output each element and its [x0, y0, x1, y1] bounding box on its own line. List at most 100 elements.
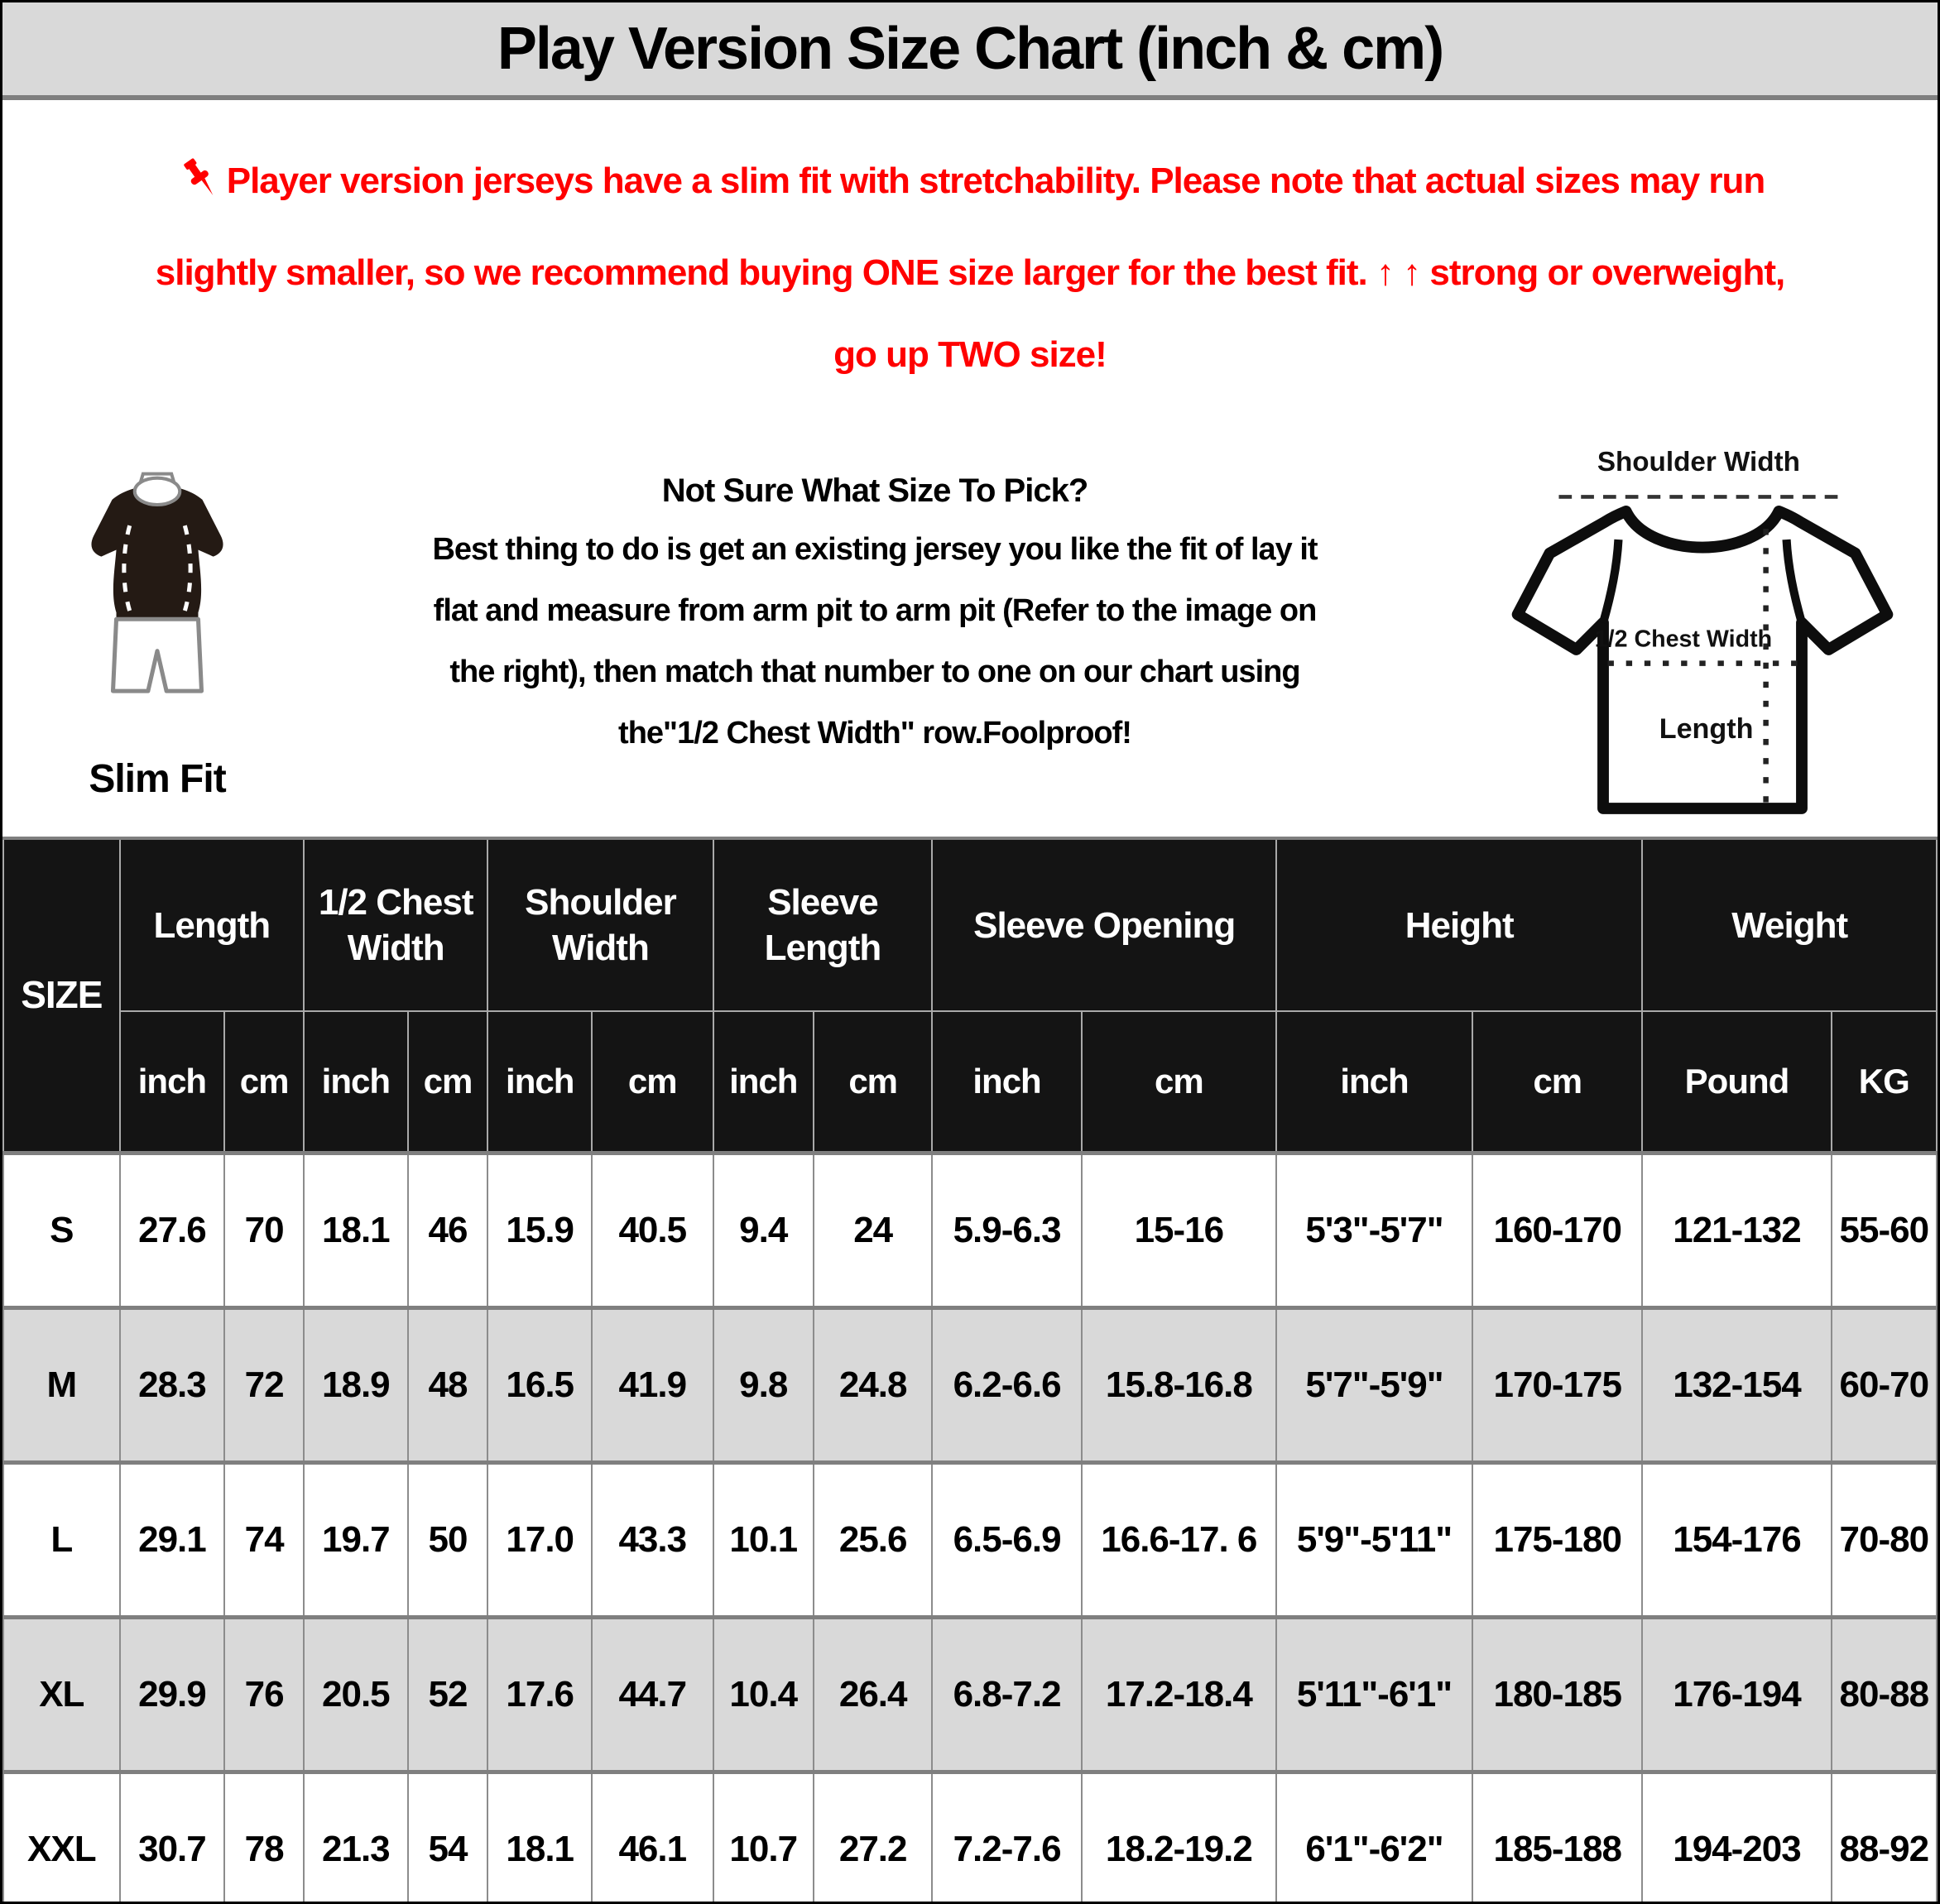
table-cell: 185-188: [1472, 1770, 1644, 1902]
table-cell: 26.4: [812, 1615, 934, 1772]
notice-section: Player version jerseys have a slim fit w…: [2, 100, 1938, 423]
size-cell: XL: [2, 1615, 121, 1772]
sub-header-sleeve-length-cm: cm: [812, 1010, 934, 1154]
table-cell: 48: [406, 1306, 489, 1463]
table-cell: 44.7: [591, 1615, 714, 1772]
table-cell: 10.1: [712, 1460, 814, 1618]
table-cell: 17.2-18.4: [1080, 1615, 1277, 1772]
table-cell: 10.4: [712, 1615, 814, 1772]
table-cell: 10.7: [712, 1770, 814, 1902]
guide-section: Slim Fit Not Sure What Size To Pick? Bes…: [2, 423, 1938, 837]
guide-line-3: the right), then match that number to on…: [449, 655, 1300, 689]
length-label: Length: [1659, 713, 1754, 745]
shoulder-width-label: Shoulder Width: [1597, 447, 1800, 477]
size-cell: S: [2, 1151, 121, 1308]
table-cell: 180-185: [1472, 1615, 1644, 1772]
table-cell: 5'3"-5'7": [1275, 1151, 1474, 1308]
table-row: L 29.1 74 19.7 50 17.0 43.3 10.1 25.6 6.5-6.9 16.6…: [2, 1460, 1938, 1618]
table-cell: 19.7: [303, 1460, 409, 1618]
sub-header-chest-cm: cm: [406, 1010, 489, 1154]
size-table: SIZE Length 1/2 Chest Width Shoulder Wid…: [2, 837, 1938, 1902]
measurement-diagram: Shoulder Width 1/2 Chest Width Length: [1504, 428, 1901, 832]
table-cell: 15-16: [1080, 1151, 1277, 1308]
table-cell: 20.5: [303, 1615, 409, 1772]
notice-line-1: Player version jerseys have a slim fit w…: [2, 155, 1938, 213]
sub-header-shoulder-cm: cm: [591, 1010, 714, 1154]
table-cell: 5.9-6.3: [931, 1151, 1083, 1308]
table-cell: 175-180: [1472, 1460, 1644, 1618]
group-header-sleeve-opening: Sleeve Opening: [931, 837, 1277, 1012]
table-cell: 194-203: [1641, 1770, 1832, 1902]
table-cell: 16.6-17. 6: [1080, 1460, 1277, 1618]
table-cell: 6.2-6.6: [931, 1306, 1083, 1463]
sub-header-sleeve-opening-cm: cm: [1080, 1010, 1277, 1154]
table-cell: 5'9"-5'11": [1275, 1460, 1474, 1618]
group-header-weight: Weight: [1641, 837, 1938, 1012]
page-title: Play Version Size Chart (inch & cm): [497, 16, 1444, 82]
table-row: XXL 30.7 78 21.3 54 18.1 46.1 10.7 27.2 7.2-7.6 18…: [2, 1770, 1938, 1902]
guide-line-4: the"1/2 Chest Width" row.Foolproof!: [618, 716, 1132, 751]
table-cell: 28.3: [118, 1306, 226, 1463]
table-cell: 18.9: [303, 1306, 409, 1463]
sub-header-shoulder-inch: inch: [487, 1010, 593, 1154]
table-cell: 72: [223, 1306, 305, 1463]
table-cell: 18.1: [487, 1770, 593, 1902]
size-table-header: SIZE Length 1/2 Chest Width Shoulder Wid…: [2, 837, 1938, 1154]
sub-header-height-inch: inch: [1275, 1010, 1474, 1154]
table-cell: 43.3: [591, 1460, 714, 1618]
size-cell: XXL: [2, 1770, 121, 1902]
table-cell: 24.8: [812, 1306, 934, 1463]
table-cell: 5'7"-5'9": [1275, 1306, 1474, 1463]
guide-text: Not Sure What Size To Pick? Best thing t…: [276, 474, 1474, 764]
table-cell: 88-92: [1830, 1770, 1938, 1902]
table-cell: 76: [223, 1615, 305, 1772]
table-cell: 121-132: [1641, 1151, 1832, 1308]
table-cell: 55-60: [1830, 1151, 1938, 1308]
guide-line-1: Best thing to do is get an existing jers…: [432, 532, 1318, 567]
sub-header-sleeve-opening-inch: inch: [931, 1010, 1083, 1154]
size-cell: L: [2, 1460, 121, 1618]
title-band: Play Version Size Chart (inch & cm): [2, 2, 1938, 100]
table-cell: 170-175: [1472, 1306, 1644, 1463]
table-cell: 27.6: [118, 1151, 226, 1308]
group-header-length: Length: [118, 837, 305, 1012]
table-cell: 5'11"-6'1": [1275, 1615, 1474, 1772]
slim-fit-label: Slim Fit: [89, 757, 226, 801]
notice-line-2: slightly smaller, so we recommend buying…: [155, 252, 1785, 293]
table-cell: 154-176: [1641, 1460, 1832, 1618]
table-cell: 50: [406, 1460, 489, 1618]
sub-header-chest-inch: inch: [303, 1010, 409, 1154]
table-cell: 52: [406, 1615, 489, 1772]
sub-header-length-inch: inch: [118, 1010, 226, 1154]
table-cell: 6.5-6.9: [931, 1460, 1083, 1618]
sub-header-length-cm: cm: [223, 1010, 305, 1154]
table-cell: 160-170: [1472, 1151, 1644, 1308]
table-cell: 18.2-19.2: [1080, 1770, 1277, 1902]
group-header-sleeve-length: Sleeve Length: [712, 837, 934, 1012]
table-cell: 54: [406, 1770, 489, 1902]
guide-line-2: flat and measure from arm pit to arm pit…: [433, 593, 1318, 628]
table-cell: 16.5: [487, 1306, 593, 1463]
table-cell: 41.9: [591, 1306, 714, 1463]
table-cell: 46.1: [591, 1770, 714, 1902]
guide-heading: Not Sure What Size To Pick?: [661, 472, 1089, 509]
table-cell: 6.8-7.2: [931, 1615, 1083, 1772]
table-cell: 25.6: [812, 1460, 934, 1618]
table-cell: 15.9: [487, 1151, 593, 1308]
table-cell: 15.8-16.8: [1080, 1306, 1277, 1463]
table-cell: 30.7: [118, 1770, 226, 1902]
table-cell: 74: [223, 1460, 305, 1618]
notice-line-3: go up TWO size!: [833, 333, 1107, 375]
table-cell: 27.2: [812, 1770, 934, 1902]
table-cell: 6'1"-6'2": [1275, 1770, 1474, 1902]
slim-fit-figure: Slim Fit: [62, 448, 252, 802]
table-cell: 17.0: [487, 1460, 593, 1618]
table-cell: 60-70: [1830, 1306, 1938, 1463]
table-cell: 18.1: [303, 1151, 409, 1308]
sub-header-weight-pound: Pound: [1641, 1010, 1832, 1154]
table-cell: 9.4: [712, 1151, 814, 1308]
table-cell: 24: [812, 1151, 934, 1308]
slim-fit-icon: [91, 472, 223, 693]
group-header-height: Height: [1275, 837, 1644, 1012]
